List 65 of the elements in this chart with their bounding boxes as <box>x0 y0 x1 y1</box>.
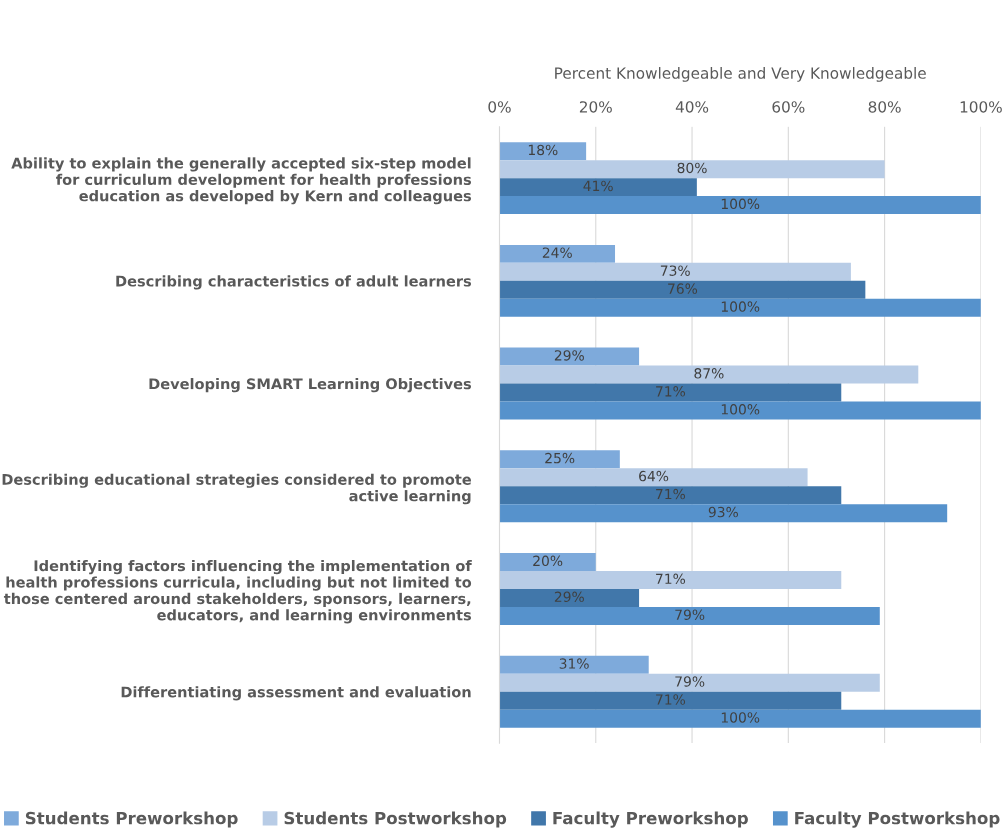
bar <box>499 178 697 197</box>
data-label: 76% <box>668 283 698 294</box>
data-label: 71% <box>656 386 686 397</box>
legend-label: Faculty Postworkshop <box>795 811 1000 828</box>
bar <box>499 673 880 692</box>
bar <box>499 468 808 487</box>
bar <box>499 142 587 161</box>
data-label: 71% <box>656 573 686 585</box>
data-label: 100% <box>721 404 760 415</box>
x-tick-label: 60% <box>772 101 805 113</box>
y-tick-label: Ability to explain the generally accepted six-step model for curriculum development for health professions education as developed by Kern and colleagues <box>11 157 472 205</box>
data-label: 71% <box>656 488 686 500</box>
bar <box>499 553 596 572</box>
data-label: 18% <box>528 144 558 156</box>
bar <box>499 606 880 625</box>
y-tick-label: Differentiating assessment and evaluation <box>121 686 471 701</box>
data-label: 100% <box>721 301 760 312</box>
data-label: 25% <box>545 452 575 464</box>
y-tick-label: Describing educational strategies considered to promote active learning <box>2 473 471 505</box>
x-tick-label: 80% <box>868 101 901 113</box>
bar <box>499 347 640 366</box>
data-label: 20% <box>533 555 563 567</box>
bar <box>499 196 981 215</box>
bar <box>499 262 851 281</box>
bar <box>499 504 948 523</box>
bar <box>499 589 640 607</box>
x-tick-label: 0% <box>488 101 511 113</box>
legend-label: Students Postworkshop <box>284 811 507 828</box>
data-label: 87% <box>694 368 724 379</box>
data-label: 93% <box>708 506 738 518</box>
data-label: 41% <box>583 180 613 192</box>
x-tick-label: 40% <box>675 101 709 113</box>
data-label: 64% <box>639 470 669 482</box>
data-label: 24% <box>542 247 572 258</box>
data-label: 80% <box>677 162 707 174</box>
data-label: 71% <box>656 694 686 705</box>
x-axis-title: Percent Knowledgeable and Very Knowledgeable <box>555 67 926 82</box>
x-tick-label: 100% <box>960 101 1002 113</box>
data-label: 73% <box>660 265 690 276</box>
bar <box>499 450 620 469</box>
legend-label: Faculty Preworkshop <box>553 811 748 828</box>
data-label: 29% <box>554 350 584 361</box>
y-tick-label: Describing characteristics of adult learners <box>116 275 472 290</box>
data-label: 79% <box>675 676 705 687</box>
data-label: 100% <box>721 198 760 210</box>
bar <box>499 401 981 420</box>
x-tick-label: 20% <box>579 101 612 113</box>
legend-label: Students Preworkshop <box>25 811 238 828</box>
y-tick-label: Identifying factors influencing the implementation of health professions curricula, including but not limited to those centered around stakeholders, sponsors, learners, educators, and learning environments <box>3 559 472 624</box>
y-tick-label: Developing SMART Learning Objectives <box>149 378 472 393</box>
bar <box>499 486 842 505</box>
data-label: 31% <box>559 658 589 669</box>
bar <box>499 571 842 590</box>
bar <box>499 160 885 179</box>
bar <box>499 365 919 384</box>
data-label: 79% <box>675 609 705 621</box>
bar <box>499 244 616 263</box>
bar <box>499 383 842 402</box>
bar <box>499 280 866 299</box>
bar <box>499 655 649 674</box>
data-label: 100% <box>721 712 760 723</box>
bar <box>499 709 981 728</box>
bar <box>499 691 842 710</box>
data-label: 29% <box>554 591 584 603</box>
bar <box>499 298 981 317</box>
